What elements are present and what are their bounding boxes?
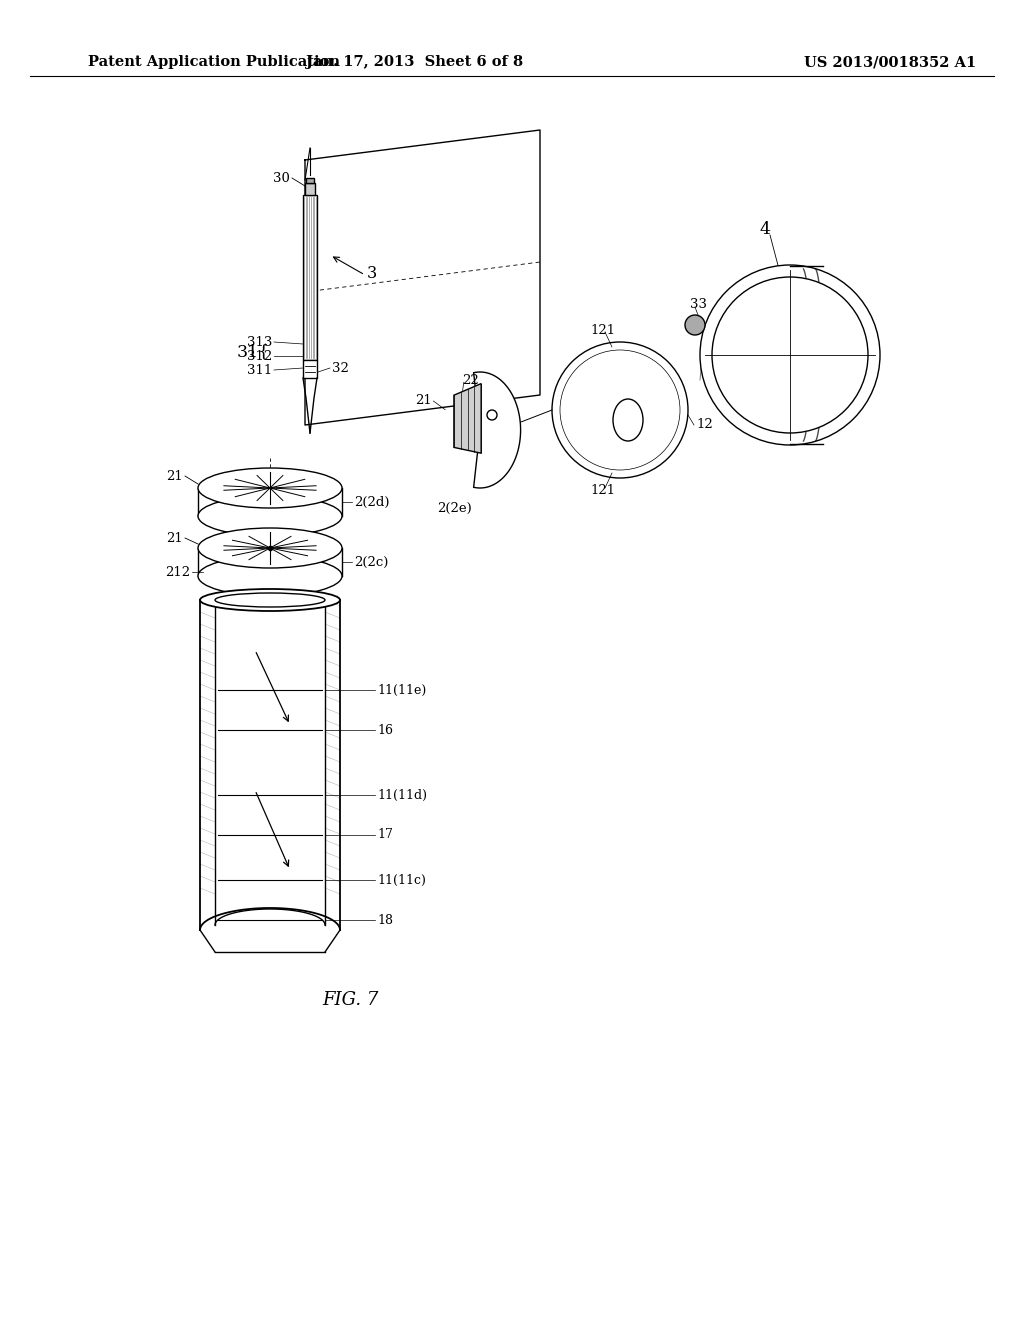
Circle shape <box>685 315 705 335</box>
Ellipse shape <box>200 589 340 611</box>
Text: 311: 311 <box>247 363 272 376</box>
Text: 21: 21 <box>166 470 183 483</box>
Circle shape <box>700 265 880 445</box>
Text: 16: 16 <box>377 723 393 737</box>
Polygon shape <box>303 195 317 360</box>
Text: 18: 18 <box>377 913 393 927</box>
Text: 21: 21 <box>166 532 183 544</box>
Ellipse shape <box>215 593 325 607</box>
Text: Patent Application Publication: Patent Application Publication <box>88 55 340 69</box>
Text: 312: 312 <box>247 350 272 363</box>
Ellipse shape <box>613 399 643 441</box>
Text: 12: 12 <box>696 418 713 432</box>
Polygon shape <box>474 372 520 488</box>
Text: 121: 121 <box>590 323 615 337</box>
Ellipse shape <box>198 496 342 536</box>
Text: 2(2e): 2(2e) <box>437 502 472 515</box>
Text: 32: 32 <box>332 362 349 375</box>
Ellipse shape <box>198 556 342 597</box>
Text: FIG. 7: FIG. 7 <box>322 991 378 1008</box>
Text: 11(11c): 11(11c) <box>377 874 426 887</box>
Text: US 2013/0018352 A1: US 2013/0018352 A1 <box>804 55 976 69</box>
Text: 4: 4 <box>760 222 771 239</box>
Text: 11(11e): 11(11e) <box>377 684 426 697</box>
Text: Jan. 17, 2013  Sheet 6 of 8: Jan. 17, 2013 Sheet 6 of 8 <box>306 55 523 69</box>
Text: 212: 212 <box>165 565 190 578</box>
Text: 31{: 31{ <box>237 343 270 360</box>
Text: 2(2d): 2(2d) <box>354 495 389 508</box>
Polygon shape <box>305 183 315 195</box>
Text: 121: 121 <box>590 483 615 496</box>
Text: 3: 3 <box>367 264 377 281</box>
Text: 313: 313 <box>247 335 272 348</box>
Text: 17: 17 <box>377 829 393 842</box>
Ellipse shape <box>198 528 342 568</box>
Text: 2(2c): 2(2c) <box>354 556 388 569</box>
Circle shape <box>712 277 868 433</box>
Polygon shape <box>303 360 317 378</box>
Polygon shape <box>454 384 481 453</box>
Text: 33: 33 <box>690 298 707 312</box>
Text: 21: 21 <box>415 395 431 408</box>
Ellipse shape <box>198 469 342 508</box>
Text: 11(11d): 11(11d) <box>377 788 427 801</box>
Text: 30: 30 <box>273 172 290 185</box>
Polygon shape <box>306 178 314 183</box>
Text: 22: 22 <box>463 374 479 387</box>
